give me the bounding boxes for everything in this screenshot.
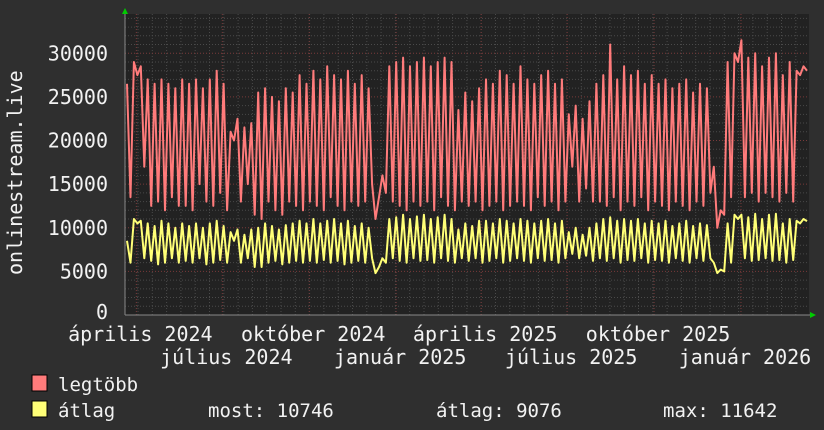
x-tick-label: július 2025 <box>505 345 637 369</box>
legend-swatch-max <box>31 374 48 392</box>
x-tick-label: október 2025 <box>586 322 731 346</box>
series-lines <box>126 39 808 275</box>
legend-stat-average: átlag: 9076 <box>436 400 562 422</box>
legend-label-avg: átlag <box>58 400 115 422</box>
legend-stat-now: most: 10746 <box>208 400 334 422</box>
y-tick-label: 5000 <box>60 259 108 283</box>
x-tick-label: április 2025 <box>413 322 558 346</box>
y-axis-arrow-icon <box>122 8 128 14</box>
y-axis-ticks: 0 5000 10000 15000 20000 25000 30000 <box>48 41 108 324</box>
legend-stat-max: max: 11642 <box>663 400 777 422</box>
series-line-max <box>126 39 808 229</box>
y-tick-label: 0 <box>96 300 108 324</box>
y-axis-label: onlinestream.live <box>3 70 27 275</box>
y-tick-label: 25000 <box>48 85 108 109</box>
legend-label-max: legtöbb <box>58 374 138 396</box>
y-tick-label: 15000 <box>48 172 108 196</box>
x-tick-label: január 2026 <box>679 345 811 369</box>
x-axis-arrow-icon <box>810 312 816 318</box>
series-line-avg <box>126 212 808 275</box>
x-tick-label: október 2024 <box>241 322 386 346</box>
y-tick-label: 10000 <box>48 216 108 240</box>
x-tick-label: július 2024 <box>160 345 292 369</box>
y-tick-label: 30000 <box>48 41 108 65</box>
y-tick-label: 20000 <box>48 129 108 153</box>
x-tick-label: április 2024 <box>68 322 213 346</box>
x-tick-label: január 2025 <box>334 345 466 369</box>
legend-swatch-avg <box>31 400 48 418</box>
